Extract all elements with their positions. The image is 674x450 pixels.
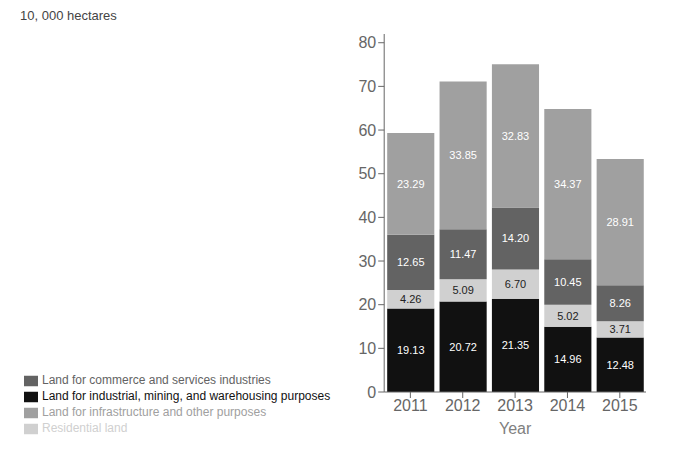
svg-text:20.72: 20.72 [449,341,477,353]
svg-text:30: 30 [358,253,376,270]
html-text:10, 000 hectares: 10, 000 hectares [20,8,117,23]
svg-text:33.85: 33.85 [449,149,477,161]
svg-text:2011: 2011 [393,397,428,414]
svg-text:5.02: 5.02 [557,310,578,322]
svg-text:2014: 2014 [550,397,586,414]
svg-text:12.65: 12.65 [397,256,425,268]
svg-text:32.83: 32.83 [502,130,530,142]
svg-text:34.37: 34.37 [554,178,582,190]
svg-text:80: 80 [358,34,376,51]
svg-text:12.48: 12.48 [606,359,634,371]
svg-text:19.13: 19.13 [397,344,425,356]
svg-text:2012: 2012 [445,397,481,414]
svg-text:2013: 2013 [497,397,533,414]
svg-text:11.47: 11.47 [450,248,477,260]
svg-text:10.45: 10.45 [554,276,582,288]
svg-text:60: 60 [358,122,376,139]
html-text:Land for industrial, mining, a: Land for industrial, mining, and warehou… [42,389,331,403]
svg-text:2015: 2015 [602,397,638,414]
svg-text:14.96: 14.96 [554,353,582,365]
svg-text:23.29: 23.29 [397,178,425,190]
html-text:Land for infrastructure and ot: Land for infrastructure and other purpos… [42,405,267,419]
svg-text:5.09: 5.09 [452,284,473,296]
svg-text:8.26: 8.26 [609,297,630,309]
svg-text:50: 50 [358,165,376,182]
html-text:Land for commerce and services: Land for commerce and services industrie… [42,373,271,387]
svg-text:28.91: 28.91 [606,216,634,228]
svg-text:20: 20 [358,296,376,313]
svg-text:10: 10 [358,340,376,357]
svg-text:6.70: 6.70 [505,278,526,290]
svg-text:0: 0 [367,384,376,401]
html-text:Residential land: Residential land [42,421,128,435]
svg-text:Year: Year [499,420,532,437]
svg-text:21.35: 21.35 [502,339,530,351]
svg-text:4.26: 4.26 [400,293,421,305]
svg-text:40: 40 [358,209,376,226]
svg-text:3.71: 3.71 [609,323,630,335]
svg-text:70: 70 [358,78,376,95]
svg-text:14.20: 14.20 [502,232,530,244]
